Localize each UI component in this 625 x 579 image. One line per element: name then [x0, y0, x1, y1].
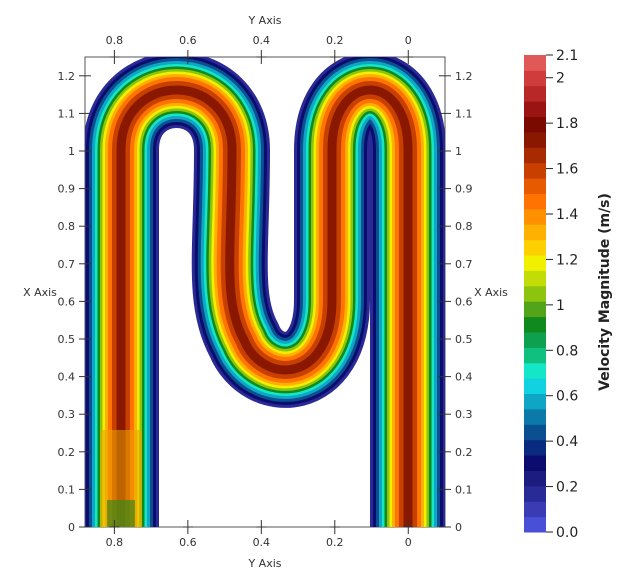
colorbar-segment: [524, 55, 546, 71]
right-tick-label: 0.9: [455, 183, 473, 196]
right-tick-label: 0.1: [455, 483, 473, 496]
colorbar-segment: [524, 208, 546, 225]
left-tick-label: 0.7: [58, 258, 76, 271]
right-tick-label: 0.3: [455, 408, 473, 421]
colorbar-label: 0.4: [556, 434, 578, 450]
colorbar-segment: [524, 224, 546, 241]
colorbar-segment: [524, 270, 546, 287]
colorbar-label: 1.2: [556, 252, 578, 268]
left-tick-label: 0: [68, 521, 75, 534]
left-tick-label: 0.8: [58, 220, 76, 233]
left-tick-label: 0.3: [58, 408, 76, 421]
colorbar-label: 1.6: [556, 162, 578, 178]
colorbar-segment: [524, 101, 546, 118]
colorbar-segment: [524, 439, 546, 456]
colorbar-segment: [524, 239, 546, 256]
right-tick-label: 0.4: [455, 371, 473, 384]
colorbar-segment: [524, 147, 546, 164]
axis-ticks: 0.8 0.8 0.6 0.6 0.4 0.4 0.2 0.2 0 0 0 0 0.1 0.1 0.2 0.2…: [58, 34, 473, 549]
colorbar-label: 0.0: [556, 525, 578, 541]
left-axis-title: X Axis: [23, 286, 57, 299]
colorbar-segment: [524, 116, 546, 133]
colorbar-segment: [524, 255, 546, 271]
colorbar-segment: [524, 162, 546, 179]
bottom-tick-label: 0: [405, 536, 412, 549]
top-axis-title: Y Axis: [247, 14, 281, 27]
top-tick-label: 0.2: [326, 34, 344, 47]
bottom-tick-label: 0.8: [106, 536, 124, 549]
right-tick-label: 0.5: [455, 333, 473, 346]
colorbar-segment: [524, 470, 546, 487]
bottom-tick-label: 0.6: [179, 536, 197, 549]
top-tick-label: 0: [405, 34, 412, 47]
colorbar-label: 0.2: [556, 480, 578, 496]
colorbar-segment: [524, 301, 546, 318]
colorbar-segment: [524, 485, 546, 502]
colorbar-segment: [524, 131, 546, 148]
velocity-field: [85, 57, 445, 527]
left-tick-label: 1.1: [58, 107, 76, 120]
colorbar-segment: [524, 362, 546, 379]
colorbar-segment: [524, 85, 546, 102]
bottom-axis-title: Y Axis: [247, 557, 281, 570]
colorbar-segment: [524, 347, 546, 364]
colorbar-label: 1: [556, 298, 565, 314]
right-tick-label: 0.6: [455, 295, 473, 308]
colorbar-label: 0.6: [556, 389, 578, 405]
contour-band-12: [116, 85, 413, 527]
colorbar-segment: [524, 501, 546, 518]
right-axis-title: X Axis: [474, 286, 508, 299]
right-tick-label: 1: [455, 145, 462, 158]
colorbar-segment: [524, 316, 546, 333]
left-tick-label: 0.5: [58, 333, 76, 346]
colorbar-segment: [524, 393, 546, 410]
left-tick-label: 0.1: [58, 483, 76, 496]
colorbar-segment: [524, 331, 546, 348]
colorbar-segment: [524, 424, 546, 441]
right-tick-label: 1.1: [455, 107, 473, 120]
colorbar-segment: [524, 70, 546, 87]
left-tick-label: 0.2: [58, 446, 76, 459]
colorbar-segment: [524, 516, 546, 533]
colorbar-segment: [524, 455, 546, 471]
bottom-tick-label: 0.2: [326, 536, 344, 549]
colorbar-segment: [524, 408, 546, 425]
right-tick-label: 0.2: [455, 446, 473, 459]
colorbar-label: 1.8: [556, 116, 578, 132]
colorbar-segment: [524, 178, 546, 194]
left-tick-label: 1.2: [58, 70, 76, 83]
colorbar-label: 2.1: [556, 48, 578, 64]
colorbar-segment: [524, 378, 546, 395]
right-tick-label: 0.8: [455, 220, 473, 233]
colorbar: 2.1 2 1.8 1.6 1.4 1.2 1 0.8 0.6 0.4 0.2 0.0: [524, 48, 578, 541]
colorbar-label: 1.4: [556, 207, 578, 223]
top-tick-label: 0.6: [179, 34, 197, 47]
left-tick-label: 0.9: [58, 183, 76, 196]
colorbar-segment: [524, 193, 546, 210]
right-tick-label: 0.7: [455, 258, 473, 271]
top-tick-label: 0.8: [106, 34, 124, 47]
left-tick-label: 0.6: [58, 295, 76, 308]
left-tick-label: 1: [68, 145, 75, 158]
top-tick-label: 0.4: [253, 34, 271, 47]
right-tick-label: 0: [455, 521, 462, 534]
colorbar-segment: [524, 285, 546, 302]
colorbar-title: Velocity Magnitude (m/s): [597, 193, 613, 391]
colorbar-label: 0.8: [556, 343, 578, 359]
bottom-tick-label: 0.4: [253, 536, 271, 549]
inlet-core: [107, 500, 135, 527]
colorbar-label: 2: [556, 71, 565, 87]
left-tick-label: 0.4: [58, 371, 76, 384]
right-tick-label: 1.2: [455, 70, 473, 83]
